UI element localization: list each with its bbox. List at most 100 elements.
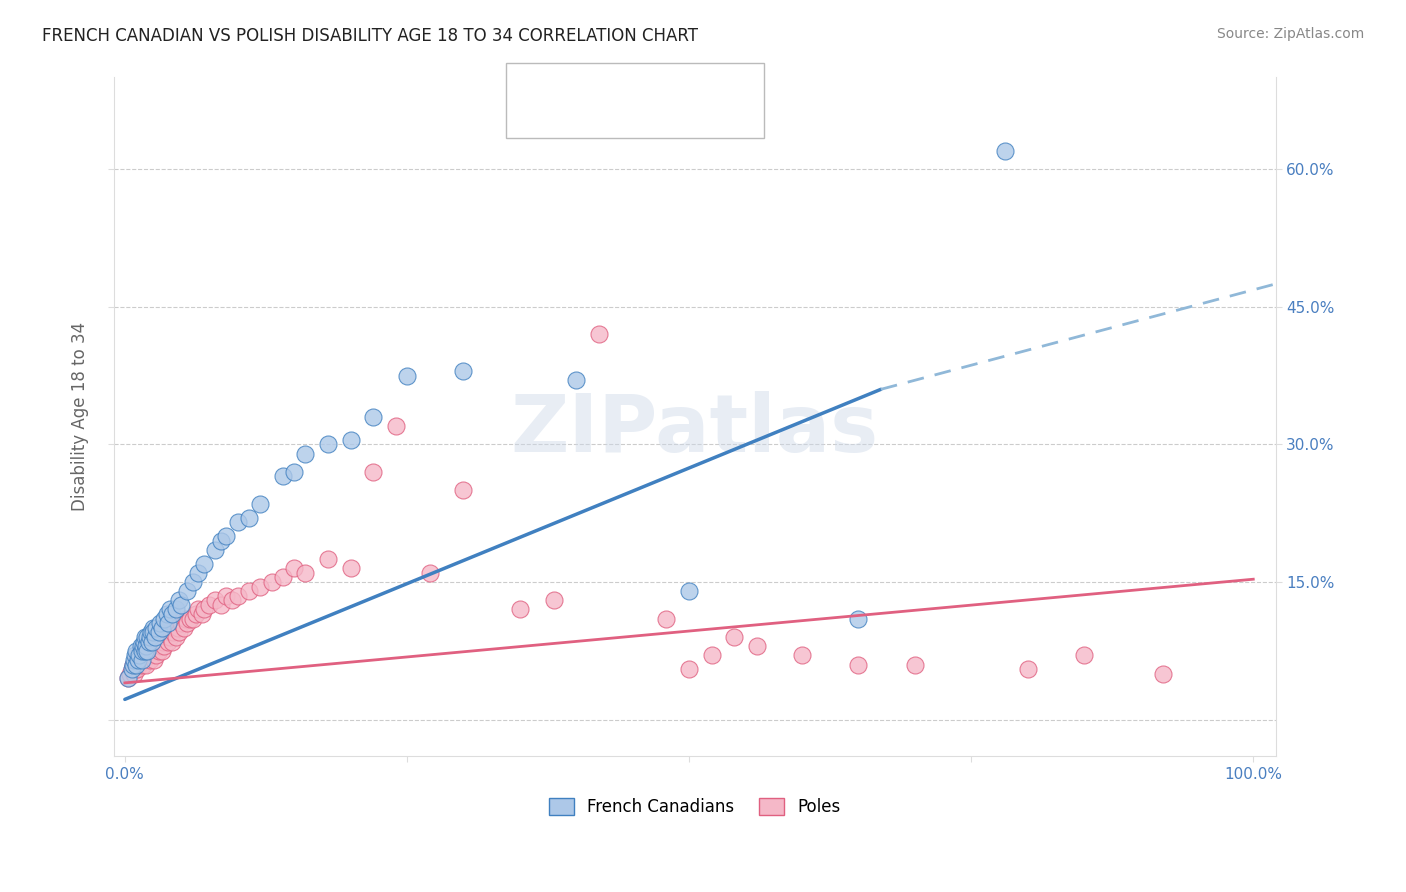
Point xyxy=(395,368,418,383)
Point xyxy=(122,657,145,672)
Point xyxy=(453,483,475,498)
Point xyxy=(121,662,143,676)
Point xyxy=(723,630,745,644)
Point xyxy=(162,625,184,640)
FancyBboxPatch shape xyxy=(506,63,763,137)
Point xyxy=(131,648,153,663)
Point xyxy=(135,657,157,672)
Point xyxy=(160,634,183,648)
Point xyxy=(678,584,700,599)
Point xyxy=(132,634,155,648)
Point xyxy=(120,666,142,681)
Point xyxy=(138,630,160,644)
Point xyxy=(181,612,204,626)
Point xyxy=(1073,648,1095,663)
Point xyxy=(159,602,181,616)
Legend: French Canadians, Poles: French Canadians, Poles xyxy=(541,791,848,822)
Point xyxy=(509,602,531,616)
Point xyxy=(1017,662,1039,676)
Text: R =: R = xyxy=(550,112,579,127)
Point xyxy=(163,621,186,635)
Point xyxy=(150,644,173,658)
Point xyxy=(127,653,149,667)
Point xyxy=(361,409,384,424)
Point xyxy=(260,574,283,589)
Point xyxy=(148,639,170,653)
Point xyxy=(283,465,305,479)
Point xyxy=(167,621,190,635)
Point xyxy=(139,625,162,640)
Point xyxy=(142,625,165,640)
Text: 0.550: 0.550 xyxy=(598,76,645,91)
Point xyxy=(198,598,221,612)
Point xyxy=(149,634,172,648)
Point xyxy=(117,671,139,685)
Point xyxy=(187,602,209,616)
Point xyxy=(271,469,294,483)
Point xyxy=(129,648,152,663)
Point xyxy=(221,593,243,607)
Point xyxy=(294,446,316,460)
Point xyxy=(138,634,160,648)
Point xyxy=(125,653,148,667)
Point xyxy=(249,580,271,594)
Point xyxy=(167,593,190,607)
Point xyxy=(184,607,207,621)
Text: Source: ZipAtlas.com: Source: ZipAtlas.com xyxy=(1216,27,1364,41)
Point xyxy=(121,662,143,676)
Point xyxy=(167,625,190,640)
Point xyxy=(790,648,813,663)
Point xyxy=(155,607,177,621)
Point xyxy=(170,598,193,612)
Point xyxy=(150,621,173,635)
Point xyxy=(127,648,149,663)
Point xyxy=(238,584,260,599)
Point xyxy=(134,630,156,644)
Point xyxy=(139,644,162,658)
Point xyxy=(132,639,155,653)
Point xyxy=(339,561,361,575)
Point xyxy=(131,653,153,667)
Point xyxy=(132,644,155,658)
Point xyxy=(141,634,163,648)
Point xyxy=(152,634,174,648)
Point xyxy=(134,644,156,658)
Point xyxy=(125,644,148,658)
Point xyxy=(131,644,153,658)
Point xyxy=(136,644,159,658)
Text: 60: 60 xyxy=(714,76,735,91)
Point xyxy=(125,657,148,672)
Point xyxy=(846,612,869,626)
Point xyxy=(136,630,159,644)
Y-axis label: Disability Age 18 to 34: Disability Age 18 to 34 xyxy=(72,322,89,511)
Point xyxy=(193,602,215,616)
Point xyxy=(134,648,156,663)
Text: N =: N = xyxy=(671,112,699,127)
Point xyxy=(565,373,588,387)
Point xyxy=(316,552,339,566)
Point xyxy=(142,621,165,635)
Point xyxy=(149,616,172,631)
Point xyxy=(148,644,170,658)
Point xyxy=(700,648,723,663)
Text: N =: N = xyxy=(671,76,699,91)
Point xyxy=(418,566,440,580)
Point xyxy=(149,639,172,653)
Point xyxy=(165,630,187,644)
Point xyxy=(846,657,869,672)
Point xyxy=(173,621,195,635)
Point xyxy=(453,364,475,378)
Point xyxy=(238,510,260,524)
Point xyxy=(678,662,700,676)
Point xyxy=(127,662,149,676)
Point xyxy=(125,657,148,672)
Point xyxy=(226,516,249,530)
Point xyxy=(209,598,232,612)
Point xyxy=(136,648,159,663)
Point xyxy=(148,625,170,640)
Point xyxy=(131,653,153,667)
Point xyxy=(159,630,181,644)
Point xyxy=(122,666,145,681)
Point xyxy=(159,625,181,640)
Point xyxy=(361,465,384,479)
